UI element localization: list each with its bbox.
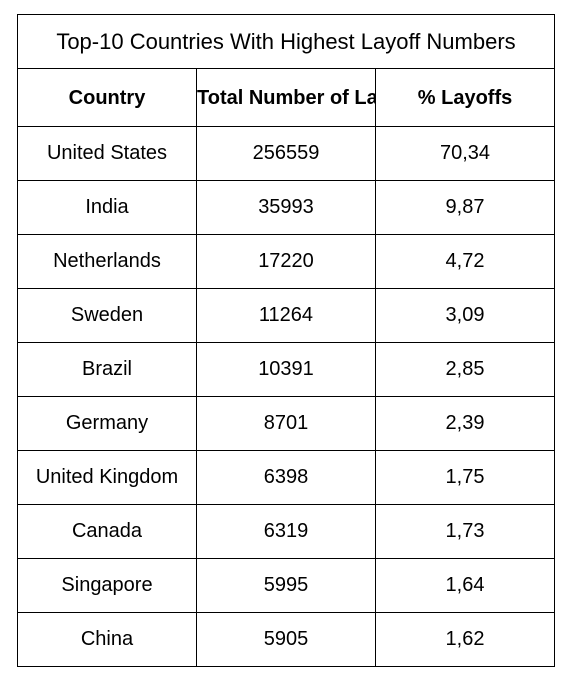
percent-layoffs-cell: 1,62 [375,612,555,667]
total-layoffs-cell: 5995 [196,558,376,613]
title-row: Top-10 Countries With Highest Layoff Num… [17,14,555,69]
percent-layoffs-cell: 1,75 [375,450,555,505]
total-layoffs-cell: 5905 [196,612,376,667]
percent-layoffs-cell: 9,87 [375,180,555,235]
percent-layoffs-cell: 1,73 [375,504,555,559]
table-body: Top-10 Countries With Highest Layoff Num… [17,14,555,667]
layoffs-table: Top-10 Countries With Highest Layoff Num… [17,14,555,667]
percent-layoffs-cell: 70,34 [375,126,555,181]
total-layoffs-cell: 256559 [196,126,376,181]
country-cell: Brazil [17,342,197,397]
table-row: Germany 8701 2,39 [17,396,555,451]
table-row: Netherlands 17220 4,72 [17,234,555,289]
table-row: Singapore 5995 1,64 [17,558,555,613]
table-title: Top-10 Countries With Highest Layoff Num… [17,14,555,69]
header-row: Country Total Number of Layoffs % Layoff… [17,68,555,127]
total-layoffs-cell: 35993 [196,180,376,235]
total-layoffs-cell: 17220 [196,234,376,289]
percent-layoffs-cell: 2,39 [375,396,555,451]
column-header-percent-layoffs: % Layoffs [375,68,555,127]
percent-layoffs-cell: 4,72 [375,234,555,289]
column-header-total-layoffs: Total Number of Layoffs [196,68,376,127]
country-cell: Netherlands [17,234,197,289]
percent-layoffs-cell: 1,64 [375,558,555,613]
country-cell: United Kingdom [17,450,197,505]
table-row: United States 256559 70,34 [17,126,555,181]
table-row: Brazil 10391 2,85 [17,342,555,397]
country-cell: Canada [17,504,197,559]
table-row: United Kingdom 6398 1,75 [17,450,555,505]
total-layoffs-cell: 10391 [196,342,376,397]
country-cell: China [17,612,197,667]
column-header-country: Country [17,68,197,127]
country-cell: India [17,180,197,235]
total-layoffs-cell: 11264 [196,288,376,343]
country-cell: United States [17,126,197,181]
table-row: Canada 6319 1,73 [17,504,555,559]
total-layoffs-cell: 8701 [196,396,376,451]
table-row: Sweden 11264 3,09 [17,288,555,343]
country-cell: Germany [17,396,197,451]
total-layoffs-cell: 6319 [196,504,376,559]
table-row: India 35993 9,87 [17,180,555,235]
country-cell: Sweden [17,288,197,343]
percent-layoffs-cell: 2,85 [375,342,555,397]
table-row: China 5905 1,62 [17,612,555,667]
total-layoffs-cell: 6398 [196,450,376,505]
country-cell: Singapore [17,558,197,613]
percent-layoffs-cell: 3,09 [375,288,555,343]
